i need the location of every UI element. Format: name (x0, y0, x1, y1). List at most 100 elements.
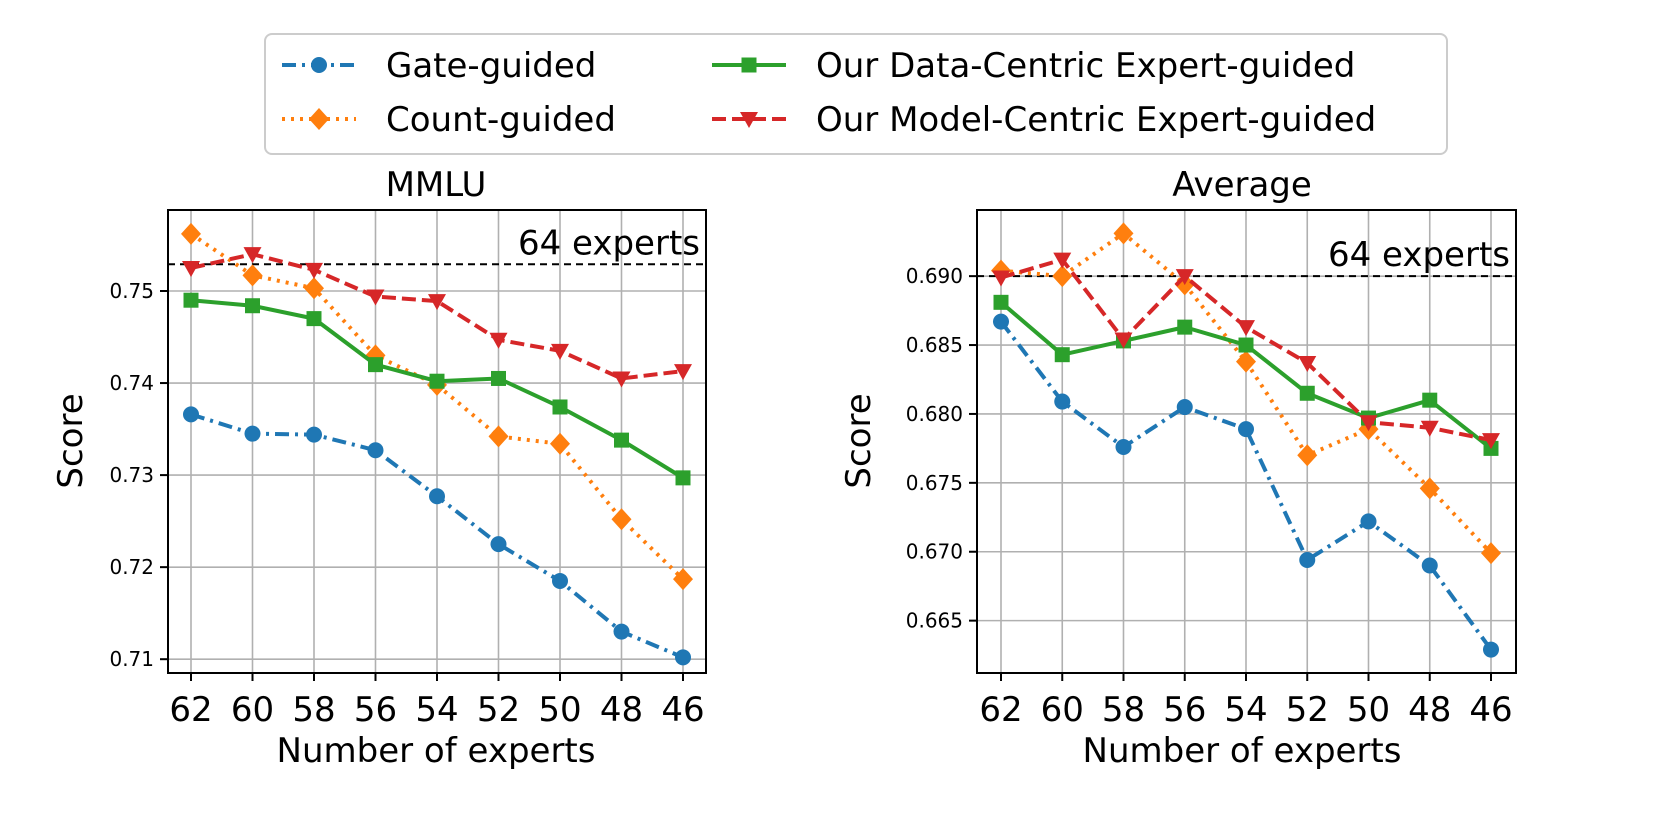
chart-panel-mmlu: MMLU Score Number of experts 64 experts 6… (51, 165, 707, 771)
x-tick-label: 60 (231, 690, 274, 730)
legend-marker (309, 108, 329, 130)
x-tick-label: 62 (169, 690, 212, 730)
series-line (190, 252, 684, 381)
data-point (1177, 319, 1193, 335)
data-point (611, 508, 632, 531)
chart-title: MMLU (386, 165, 487, 205)
y-tick-label: 0.71 (109, 647, 154, 671)
y-axis-label: Score (839, 393, 879, 488)
data-point (243, 247, 262, 264)
data-point (245, 298, 260, 314)
data-point (1238, 421, 1254, 438)
data-point (552, 399, 568, 415)
reference-line-label: 64 experts (518, 223, 700, 263)
data-point (429, 488, 445, 505)
data-point (675, 649, 691, 666)
data-point (1053, 252, 1072, 269)
data-point (992, 270, 1010, 287)
data-point (1115, 439, 1132, 456)
y-tick-label: 0.665 (906, 609, 963, 633)
y-tick-label: 0.73 (109, 463, 154, 487)
data-point (1299, 385, 1315, 401)
data-point (1054, 393, 1071, 410)
series-line (999, 320, 1493, 651)
data-point (1175, 269, 1194, 286)
y-tick-label: 0.680 (906, 402, 963, 426)
reference-line-label: 64 experts (1328, 235, 1510, 275)
legend-marker (740, 112, 758, 128)
data-point (368, 357, 383, 373)
legend-frame (264, 33, 1448, 155)
data-point (1114, 332, 1133, 349)
x-tick-label: 58 (1102, 690, 1145, 730)
y-axis-label: Score (51, 393, 91, 488)
data-point (181, 222, 201, 245)
data-point (1299, 552, 1316, 569)
legend-label: Gate-guided (386, 46, 596, 86)
x-axis-label: Number of experts (277, 731, 596, 771)
data-point (1237, 320, 1255, 337)
data-point (306, 426, 322, 443)
y-tick-label: 0.75 (109, 279, 154, 303)
data-point (429, 373, 445, 389)
data-point (1297, 444, 1318, 467)
legend-label: Our Data-Centric Expert-guided (816, 46, 1355, 86)
x-axis-label: Number of experts (1083, 731, 1402, 771)
data-point (612, 371, 631, 388)
y-tick-label: 0.675 (906, 471, 963, 495)
x-tick-label: 46 (1469, 690, 1512, 730)
x-tick-label: 60 (1041, 690, 1084, 730)
data-point (674, 364, 692, 381)
legend: Gate-guided Count-guided Our Data-Centric … (264, 33, 1448, 155)
data-point (551, 343, 569, 360)
legend-label: Our Model-Centric Expert-guided (816, 100, 1376, 140)
legend-marker (311, 57, 327, 73)
data-point (1052, 265, 1073, 288)
chart-title: Average (1172, 165, 1312, 205)
series-line (1000, 231, 1493, 555)
legend-marker (741, 57, 757, 73)
data-point (305, 262, 323, 279)
chart-panel-average: Average Score Number of experts 64 exper… (839, 165, 1517, 771)
x-tick-label: 48 (600, 690, 643, 730)
data-point (993, 294, 1009, 310)
x-tick-label: 54 (1224, 690, 1267, 730)
x-tick-label: 48 (1408, 690, 1451, 730)
data-point (1298, 355, 1317, 372)
x-tick-label: 50 (538, 690, 581, 730)
x-tick-label: 54 (415, 690, 458, 730)
data-point (428, 294, 446, 311)
data-point (1421, 557, 1438, 574)
data-point (182, 260, 200, 277)
y-tick-label: 0.74 (109, 371, 154, 395)
x-tick-label: 56 (354, 690, 397, 730)
x-tick-label: 52 (477, 690, 520, 730)
data-point (675, 470, 691, 486)
legend-label: Count-guided (386, 100, 616, 140)
data-point (1113, 222, 1134, 245)
data-point (1360, 513, 1377, 530)
data-point (304, 277, 324, 300)
data-point (491, 370, 506, 386)
data-point (552, 572, 568, 589)
data-point (1482, 433, 1500, 450)
data-point (614, 432, 629, 448)
data-point (1419, 477, 1440, 500)
data-point (993, 313, 1009, 330)
y-tick-label: 0.685 (906, 333, 963, 357)
data-point (550, 432, 570, 455)
data-point (1483, 641, 1499, 658)
data-point (183, 406, 199, 423)
x-tick-label: 62 (979, 690, 1022, 730)
x-tick-label: 52 (1286, 690, 1329, 730)
y-tick-label: 0.690 (906, 264, 963, 288)
data-point (1236, 350, 1256, 373)
data-point (1481, 542, 1501, 565)
data-point (242, 264, 263, 287)
x-tick-label: 58 (292, 690, 335, 730)
data-point (1359, 415, 1378, 432)
x-tick-label: 46 (661, 690, 704, 730)
data-point (488, 425, 509, 448)
data-point (613, 623, 630, 640)
